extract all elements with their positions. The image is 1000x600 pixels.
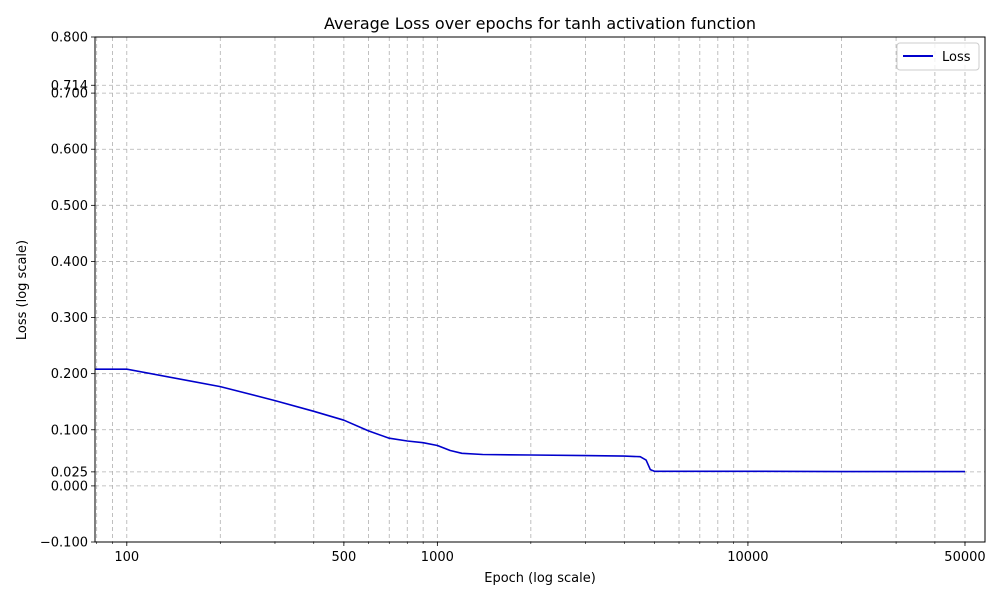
x-tick-label: 500: [331, 550, 356, 565]
x-axis-label: Epoch (log scale): [484, 571, 596, 586]
series-layer: [95, 368, 965, 473]
chart-title: Average Loss over epochs for tanh activa…: [324, 14, 756, 33]
y-axis-label: Loss (log scale): [15, 240, 30, 340]
x-axis: 100 500 1000 10000 50000: [96, 542, 986, 565]
grid-lines: [95, 36, 985, 543]
legend-label-loss: Loss: [942, 50, 971, 65]
plot-frame: [94, 36, 986, 543]
y-tick-label: 0.025: [51, 465, 88, 480]
y-tick-label: 0.400: [51, 255, 88, 270]
y-tick-label: 0.714: [51, 79, 88, 94]
x-tick-label: 50000: [944, 550, 985, 565]
y-axis: −0.100 0.0000.025 0.100 0.200 0.300 0.400 0.50…: [40, 31, 95, 551]
series-line-0: [95, 368, 965, 473]
legend: Loss: [896, 42, 980, 71]
y-tick-label: 0.000: [51, 479, 88, 494]
x-tick-label: 100: [114, 550, 139, 565]
y-tick-label: 0.200: [51, 367, 88, 382]
x-tick-label: 1000: [421, 550, 454, 565]
y-tick-label: 0.800: [51, 31, 88, 46]
y-tick-label: 0.700: [51, 87, 88, 102]
legend-box: [896, 42, 980, 71]
y-tick-label: 0.600: [51, 143, 88, 158]
y-tick-label: 0.100: [51, 423, 88, 438]
y-tick-label: 0.300: [51, 311, 88, 326]
y-tick-label: 0.500: [51, 199, 88, 214]
x-tick-label: 10000: [727, 550, 768, 565]
y-tick-label: −0.100: [40, 536, 88, 551]
